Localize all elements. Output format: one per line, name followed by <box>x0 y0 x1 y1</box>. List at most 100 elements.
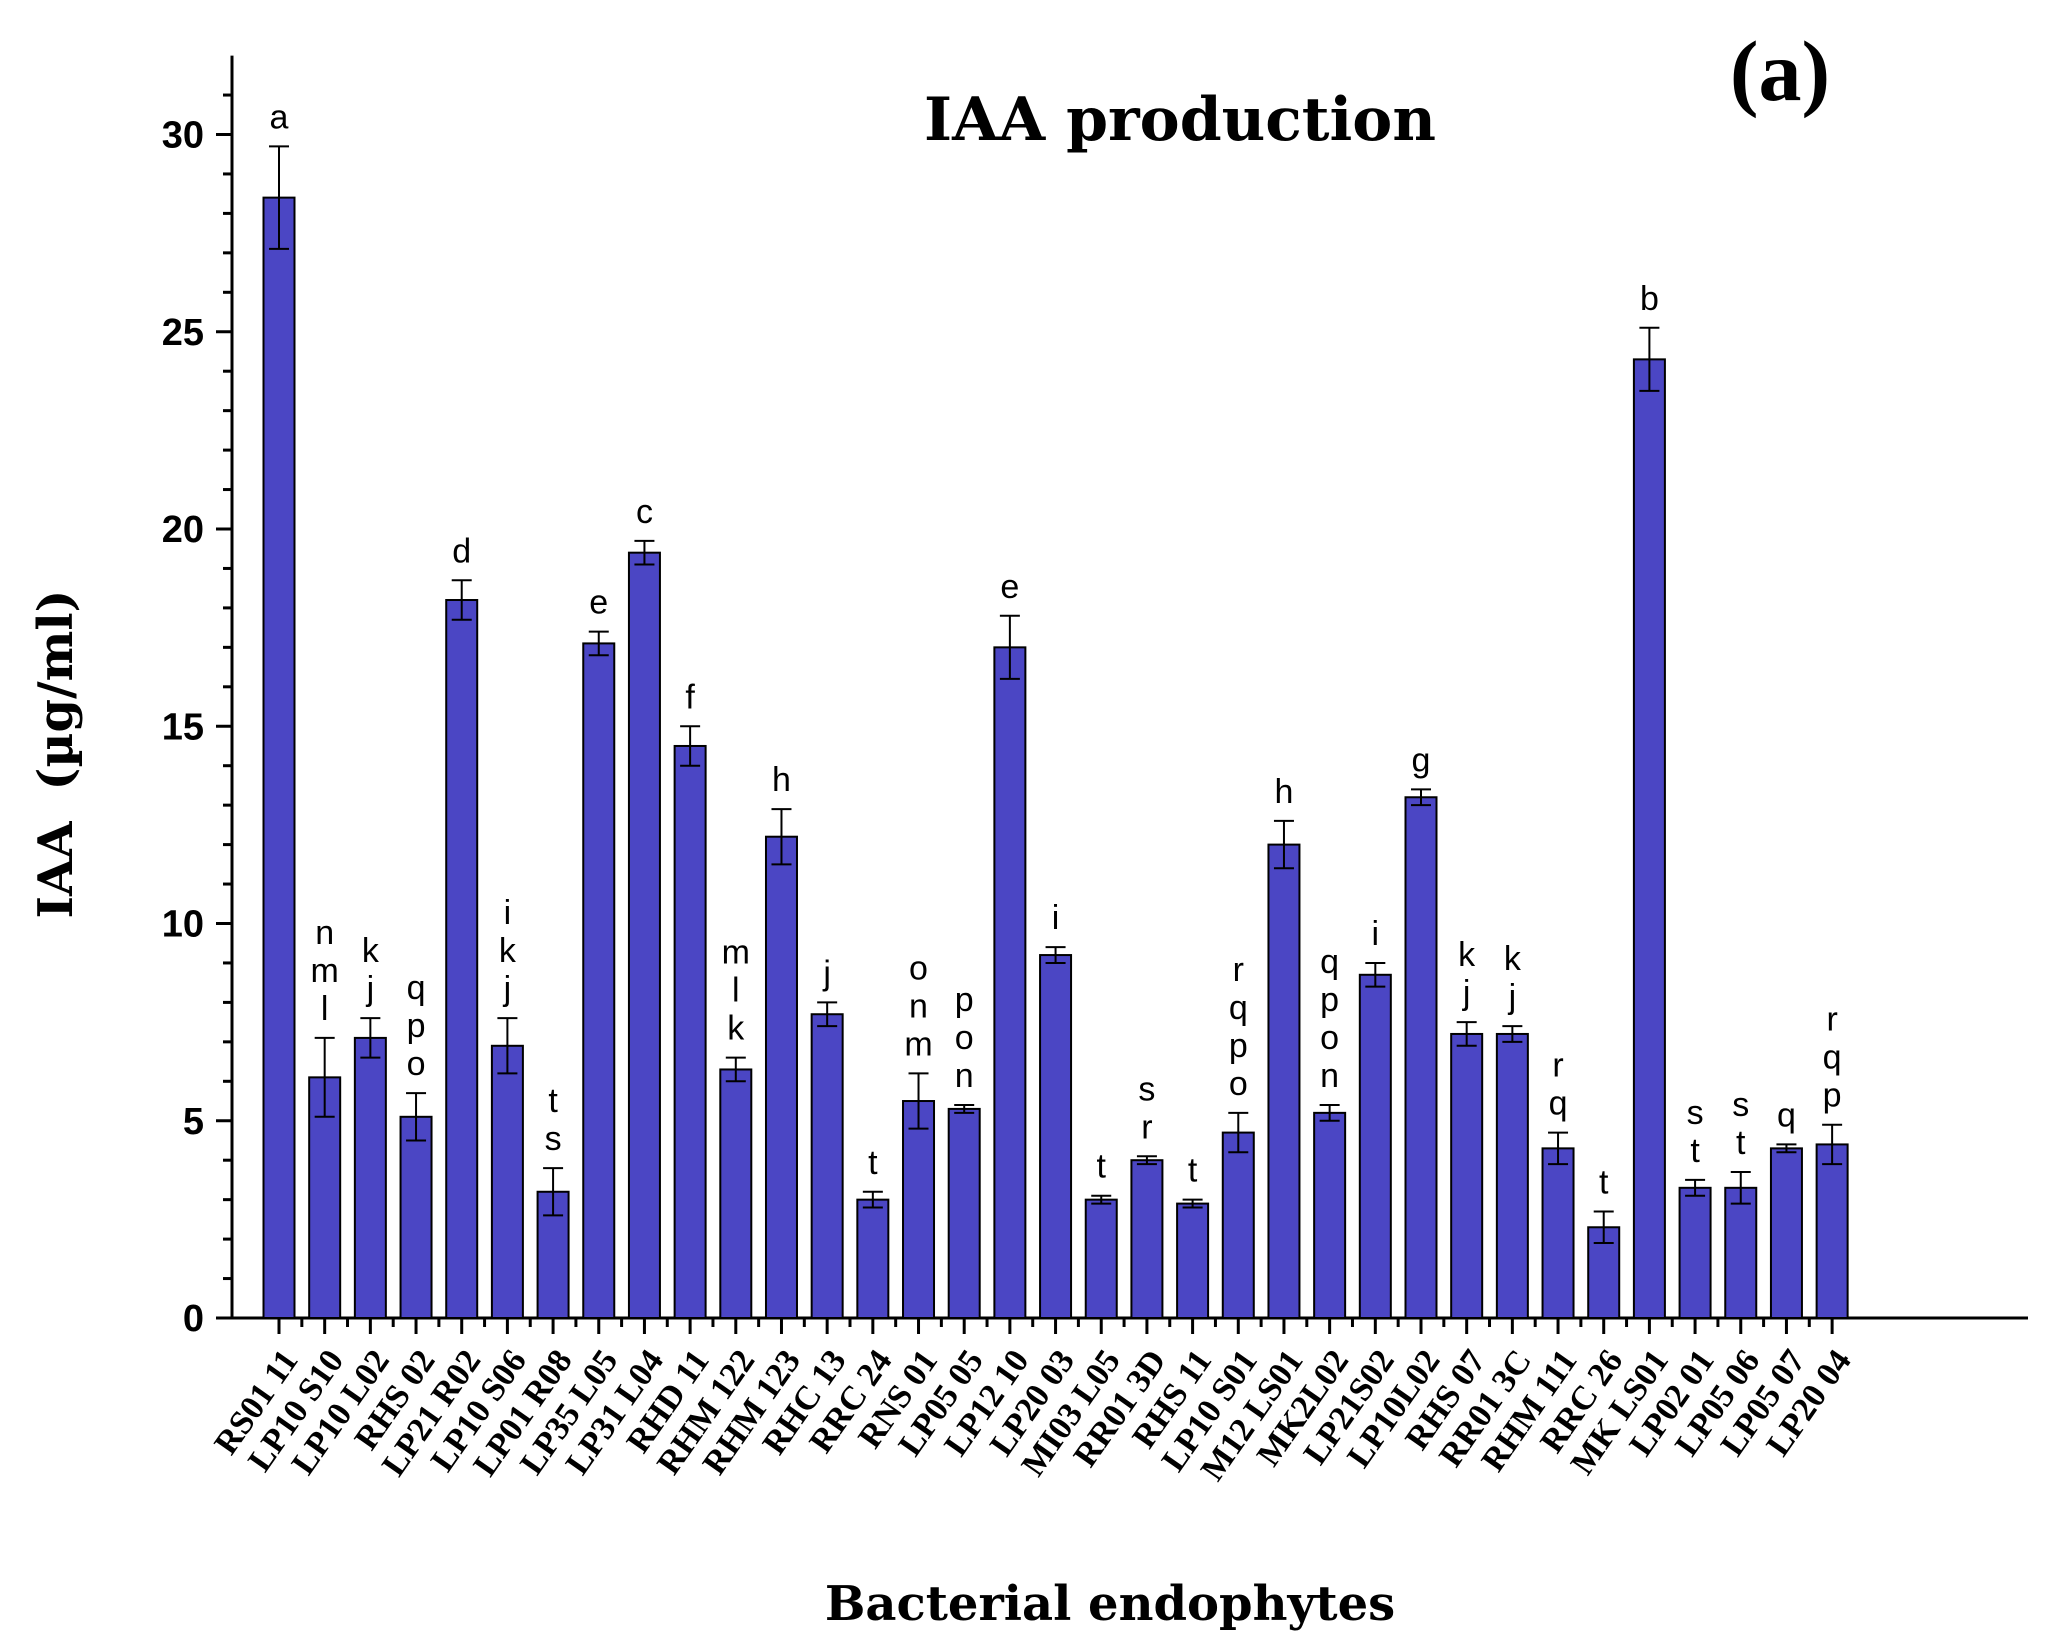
significance-letter: k <box>1504 940 1522 978</box>
significance-letter: q <box>407 969 426 1007</box>
bar <box>993 646 1027 1319</box>
significance-letter: h <box>772 761 791 799</box>
y-tick-label: 0 <box>183 1298 204 1340</box>
significance-letter: r <box>1826 1001 1837 1039</box>
x-axis-label: Bacterial endophytes <box>825 1576 1395 1632</box>
significance-letter: m <box>311 952 339 990</box>
significance-letter: o <box>1229 1065 1248 1103</box>
bar <box>1815 1143 1849 1320</box>
significance-letter: e <box>589 584 608 622</box>
significance-letter: l <box>732 972 740 1010</box>
bar <box>262 196 296 1319</box>
significance-letter: n <box>1320 1057 1339 1095</box>
bar <box>1769 1147 1803 1319</box>
significance-letter: b <box>1640 280 1659 318</box>
significance-letter: k <box>727 1010 745 1048</box>
bar <box>947 1107 981 1320</box>
significance-letter: t <box>868 1144 878 1182</box>
significance-letter: e <box>1000 568 1019 606</box>
bar <box>1404 796 1438 1319</box>
significance-letter: t <box>1097 1148 1107 1186</box>
bar <box>902 1100 936 1320</box>
significance-letter: q <box>1823 1039 1842 1077</box>
bar <box>1084 1198 1118 1320</box>
significance-letter: q <box>1320 943 1339 981</box>
significance-letter: i <box>504 894 512 932</box>
bar <box>1678 1186 1712 1319</box>
significance-letter: n <box>909 987 928 1025</box>
bar <box>1495 1032 1529 1319</box>
significance-letter: m <box>722 934 750 972</box>
bar <box>764 835 798 1320</box>
significance-letter: o <box>1320 1019 1339 1057</box>
y-tick-label: 20 <box>162 509 204 551</box>
significance-letter: d <box>452 532 471 570</box>
bar <box>1632 358 1666 1319</box>
bar <box>490 1044 524 1320</box>
significance-letter: p <box>955 981 974 1019</box>
significance-letter: p <box>407 1007 426 1045</box>
significance-letter: s <box>1732 1086 1749 1124</box>
significance-letter: l <box>321 990 329 1028</box>
significance-letter: n <box>955 1057 974 1095</box>
significance-letter: k <box>499 932 517 970</box>
significance-letter: t <box>1599 1163 1609 1201</box>
bar <box>445 599 479 1319</box>
bar <box>582 642 616 1319</box>
significance-letter: j <box>503 970 512 1008</box>
bar <box>1039 954 1073 1319</box>
significance-letter: i <box>1052 899 1060 937</box>
bar <box>1358 973 1392 1319</box>
bar <box>1130 1159 1164 1319</box>
significance-letter: j <box>366 970 375 1008</box>
significance-letter: g <box>1412 741 1431 779</box>
significance-letter: c <box>636 493 653 531</box>
significance-letter: r <box>1233 951 1244 989</box>
bar <box>1541 1147 1575 1319</box>
significance-letter: p <box>1823 1077 1842 1115</box>
bar <box>1267 843 1301 1319</box>
bar <box>1176 1202 1210 1319</box>
bar <box>399 1115 433 1320</box>
significance-letter: t <box>1736 1124 1746 1162</box>
significance-letter: o <box>909 949 928 987</box>
significance-letter: j <box>822 954 831 992</box>
significance-letter: s <box>1138 1070 1155 1108</box>
significance-letter: o <box>407 1045 426 1083</box>
y-tick-label: 10 <box>162 904 204 946</box>
significance-letter: j <box>1462 974 1471 1012</box>
significance-letter: q <box>1229 989 1248 1027</box>
significance-letter: t <box>1690 1132 1700 1170</box>
bar <box>1313 1111 1347 1319</box>
y-axis-ticks: 0 5 10 15 20 25 30 <box>162 93 232 1340</box>
y-axis-label: IAA (µg/ml) <box>28 590 84 919</box>
significance-letter: r <box>1141 1108 1152 1146</box>
significance-letter: t <box>1188 1152 1198 1190</box>
bar <box>627 551 661 1319</box>
significance-letter: r <box>1552 1047 1563 1085</box>
chart-title: IAA production <box>924 85 1436 155</box>
significance-letter: t <box>548 1082 558 1120</box>
significance-letter: p <box>1320 981 1339 1019</box>
significance-letter: a <box>270 98 289 136</box>
y-tick-label: 5 <box>183 1101 204 1143</box>
bar <box>1450 1032 1484 1319</box>
significance-letter: q <box>1777 1096 1796 1134</box>
y-axis-label-unit: (µg/ml) <box>28 590 84 791</box>
y-tick-label: 25 <box>162 312 204 354</box>
significance-letter: o <box>955 1019 974 1057</box>
panel-label: (a) <box>1730 23 1830 119</box>
significance-letter: i <box>1372 915 1380 953</box>
bar <box>1221 1131 1255 1319</box>
significance-letter: h <box>1274 773 1293 811</box>
bars <box>262 196 1849 1320</box>
bar <box>719 1068 753 1319</box>
bar <box>810 1013 844 1319</box>
significance-letter: f <box>685 678 695 716</box>
significance-letter: s <box>545 1120 562 1158</box>
significance-letter: q <box>1549 1085 1568 1123</box>
bar <box>856 1198 890 1320</box>
bar <box>673 744 707 1319</box>
